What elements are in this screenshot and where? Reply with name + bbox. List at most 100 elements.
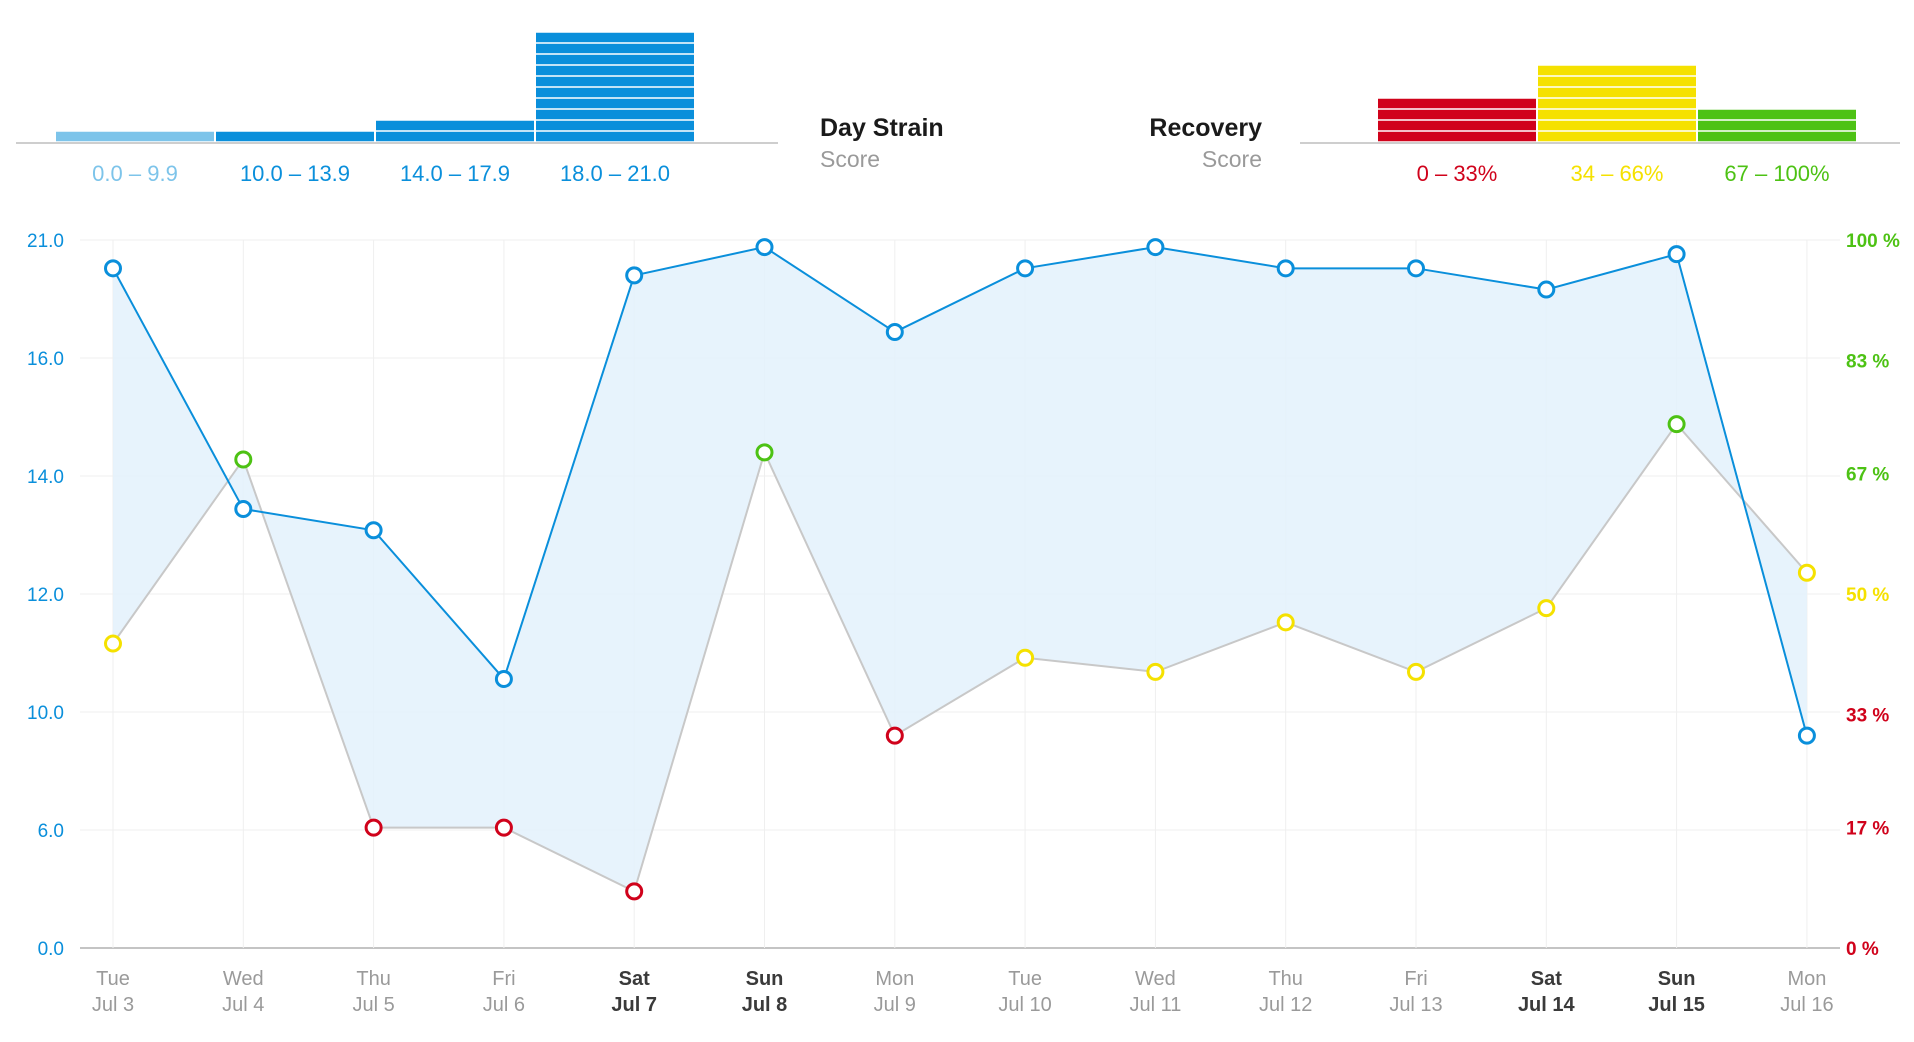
y-axis-left: 0.0 6.0 10.0 12.0 14.0 16.0 21.0	[27, 231, 64, 960]
strain-point	[755, 238, 774, 257]
y-right-tick-label: 50 %	[1846, 585, 1889, 606]
x-tick-date: Jul 12	[1259, 994, 1312, 1016]
strain-legend-label: 10.0 – 13.9	[240, 161, 350, 186]
recovery-line	[112, 422, 1808, 893]
recovery-legend-segment	[1538, 76, 1696, 87]
x-tick-day: Sat	[619, 968, 650, 990]
strain-legend-label: 0.0 – 9.9	[92, 161, 178, 186]
recovery-point	[885, 726, 904, 745]
strain-point	[1797, 726, 1816, 745]
strain-legend-segment	[376, 131, 534, 142]
x-tick-date: Jul 9	[874, 994, 916, 1016]
y-right-tick-label: 83 %	[1846, 351, 1889, 372]
recovery-point	[1146, 662, 1165, 681]
strain-recovery-gap-area	[113, 247, 1807, 892]
y-left-tick-label: 21.0	[27, 231, 64, 252]
strain-point	[1667, 245, 1686, 264]
strain-subtitle: Score	[820, 146, 880, 172]
x-tick-day: Wed	[1135, 968, 1176, 990]
strain-point	[885, 323, 904, 342]
strain-point	[1276, 259, 1295, 278]
strain-legend-segment	[536, 120, 694, 131]
strain-legend-segment	[536, 65, 694, 76]
x-tick-date: Jul 6	[483, 994, 525, 1016]
x-tick-day: Mon	[1787, 968, 1826, 990]
strain-legend-segment	[536, 109, 694, 120]
x-tick-day: Wed	[223, 968, 264, 990]
strain-legend-label: 14.0 – 17.9	[400, 161, 510, 186]
x-tick-date: Jul 14	[1518, 994, 1576, 1016]
recovery-subtitle: Score	[1202, 146, 1262, 172]
recovery-legend: 0 – 33% 34 – 66% 67 – 100%	[1300, 65, 1900, 186]
strain-legend-segment	[216, 131, 374, 142]
recovery-point	[625, 882, 644, 901]
recovery-point	[1407, 662, 1425, 681]
y-left-tick-label: 10.0	[27, 703, 64, 724]
series-lines	[112, 246, 1808, 893]
strain-point	[1146, 238, 1165, 257]
recovery-point	[1797, 563, 1816, 582]
recovery-point	[755, 443, 774, 462]
strain-legend: 0.0 – 9.9 10.0 – 13.9 14.0 – 17.9 18.0 – 21…	[16, 32, 778, 186]
strain-point	[234, 500, 253, 519]
recovery-title: Recovery	[1149, 114, 1262, 142]
x-tick-day: Sun	[746, 968, 784, 990]
strain-point	[364, 521, 383, 540]
recovery-point	[494, 818, 513, 837]
recovery-legend-segment	[1378, 120, 1536, 131]
y-left-tick-label: 12.0	[27, 585, 64, 606]
x-tick-day: Thu	[356, 968, 390, 990]
strain-point	[1537, 280, 1556, 299]
recovery-legend-segment	[1378, 109, 1536, 120]
recovery-point	[1276, 613, 1295, 632]
y-left-tick-label: 6.0	[38, 821, 64, 842]
y-left-tick-label: 14.0	[27, 467, 64, 488]
x-tick-day: Fri	[1404, 968, 1427, 990]
x-tick-day: Thu	[1268, 968, 1302, 990]
recovery-legend-segment	[1698, 120, 1856, 131]
x-tick-day: Tue	[96, 968, 130, 990]
strain-legend-segment	[376, 120, 534, 131]
y-right-tick-label: 67 %	[1846, 465, 1889, 486]
x-tick-date: Jul 10	[998, 994, 1051, 1016]
strain-legend-segment	[536, 32, 694, 43]
x-tick-date: Jul 4	[222, 994, 264, 1016]
recovery-legend-segment	[1538, 98, 1696, 109]
strain-legend-segment	[536, 131, 694, 142]
strain-legend-segment	[536, 98, 694, 109]
x-tick-date: Jul 11	[1129, 994, 1181, 1016]
x-tick-day: Fri	[492, 968, 515, 990]
y-axis-right: 0 % 17 % 33 % 50 % 67 % 83 % 100 %	[1846, 231, 1900, 960]
x-tick-date: Jul 8	[742, 994, 788, 1016]
x-tick-date: Jul 7	[611, 994, 657, 1016]
y-right-tick-label: 0 %	[1846, 939, 1879, 960]
recovery-legend-segment	[1538, 65, 1696, 76]
x-tick-date: Jul 13	[1389, 994, 1442, 1016]
y-right-tick-label: 100 %	[1846, 231, 1900, 252]
recovery-legend-segment	[1378, 98, 1536, 109]
strain-legend-segment	[536, 43, 694, 54]
strain-point	[1016, 259, 1035, 278]
recovery-point	[1537, 599, 1556, 618]
x-tick-day: Sun	[1658, 968, 1696, 990]
recovery-legend-label: 34 – 66%	[1571, 161, 1664, 186]
strain-point	[1407, 259, 1425, 278]
strain-title: Day Strain	[820, 114, 944, 142]
recovery-point	[234, 450, 253, 469]
recovery-legend-segment	[1378, 131, 1536, 142]
recovery-legend-segment	[1698, 109, 1856, 120]
y-right-tick-label: 33 %	[1846, 705, 1889, 726]
strain-point	[625, 266, 644, 285]
x-tick-day: Sat	[1531, 968, 1562, 990]
recovery-point	[1016, 648, 1035, 667]
x-tick-date: Jul 3	[92, 994, 134, 1016]
strain-legend-segment	[536, 76, 694, 87]
area-fills	[113, 247, 1807, 892]
recovery-legend-label: 67 – 100%	[1724, 161, 1829, 186]
recovery-legend-label: 0 – 33%	[1417, 161, 1498, 186]
recovery-legend-segment	[1698, 131, 1856, 142]
x-tick-day: Mon	[875, 968, 914, 990]
x-tick-day: Tue	[1008, 968, 1042, 990]
x-axis: Tue Jul 3 Wed Jul 4 Thu Jul 5 Fri Jul 6 Sat Jul 7…	[92, 968, 1834, 1016]
